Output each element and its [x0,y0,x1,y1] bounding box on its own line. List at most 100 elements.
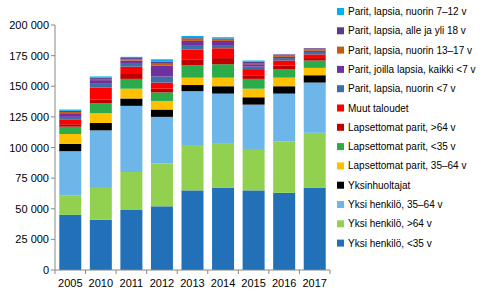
bar-segment [212,188,234,270]
x-tick-label: 2017 [302,277,326,289]
bar-segment [59,111,81,112]
bar-segment [273,94,295,142]
y-tick [51,25,55,26]
x-axis-line [55,270,330,271]
bar-segment [243,75,265,79]
legend-swatch [337,124,344,131]
bar-segment [273,193,295,270]
bar-segment [90,103,112,113]
y-tick-label: 125 000 [9,111,49,123]
bar-segment [59,124,81,126]
y-tick-label: 100 000 [9,142,49,154]
legend-swatch [337,66,344,73]
legend-label: Yksi henkilö, 35–64 v [348,199,443,210]
bar-segment [304,75,326,82]
x-tick [177,270,178,274]
bar-segment [243,79,265,89]
bar-segment [243,190,265,270]
bar-segment [304,58,326,60]
bar-segment [182,46,204,50]
y-tick [51,208,55,209]
bar-segment [90,130,112,188]
bar-segment [90,76,112,77]
bar-segment [304,48,326,49]
bar-segment [59,113,81,117]
x-tick-label: 2013 [180,277,204,289]
bar-segment [120,74,142,79]
bar-segment [151,92,173,101]
x-axis: 200520102011201220132014201520162017 [55,270,330,289]
bar-segment [59,134,81,144]
x-tick [146,270,147,274]
bar-segment [151,110,173,117]
x-tick [55,270,56,274]
x-tick [238,270,239,274]
bar-segment [120,58,142,59]
legend-swatch [337,220,344,227]
bar-segment [182,41,204,46]
y-tick-label: 25 000 [15,233,49,245]
bar-segment [59,195,81,215]
bar-segment [273,141,295,192]
bar-segment [90,84,112,88]
x-tick-label: 2014 [211,277,235,289]
y-tick [51,239,55,240]
x-tick-label: 2012 [150,277,174,289]
bar-segment [90,79,112,80]
bar-segment [120,57,142,58]
bar-segment [182,145,204,190]
bar-segment [273,61,295,66]
bar-segment [59,144,81,151]
bar-segment [182,91,204,145]
bar-segment [273,69,295,78]
bar-segment [212,46,234,48]
y-axis-line [55,25,56,270]
bar-segment [182,65,204,77]
bar-segment [90,87,112,99]
bar-segment [243,89,265,98]
bar-segment [243,62,265,63]
bar-segment [212,94,234,144]
legend-swatch [337,201,344,208]
legend-label: Yksi henkilö, <35 v [348,238,432,249]
bar-segment [182,78,204,85]
bar-segment [182,36,204,37]
x-tick [299,270,300,274]
y-tick [51,147,55,148]
bar-segment [212,64,234,77]
bar-segment [120,67,142,74]
bar-segment [212,37,234,38]
bar-segment [90,220,112,270]
bar-segment [151,83,173,89]
y-tick [51,55,55,56]
bars [59,36,325,270]
bar-segment [243,150,265,190]
legend-swatch [337,105,344,112]
legend: Parit, lapsia, nuorin 7–12 vParit, lapsi… [337,6,476,249]
x-tick [268,270,269,274]
x-tick [85,270,86,274]
bar-segment [182,50,204,60]
bar-segment [151,206,173,270]
bar-segment [90,100,112,104]
bar-segment [151,65,173,76]
bar-segment [212,86,234,93]
bar-segment [151,76,173,82]
bar-segment [212,58,234,64]
bar-segment [120,59,142,60]
y-axis: 025 00050 00075 000100 000125 000150 000… [9,19,55,276]
bar-segment [304,133,326,188]
bar-segment [59,112,81,113]
bar-segment [182,85,204,91]
legend-swatch [337,85,344,92]
y-tick-label: 75 000 [15,172,49,184]
bar-segment [59,127,81,134]
bar-segment [151,117,173,164]
bar-segment [304,83,326,133]
bar-segment [212,40,234,41]
bar-segment [304,51,326,52]
x-tick [207,270,208,274]
bar-segment [90,113,112,123]
bar-segment [151,62,173,63]
chart: 025 00050 00075 000100 000125 000150 000… [0,0,491,302]
